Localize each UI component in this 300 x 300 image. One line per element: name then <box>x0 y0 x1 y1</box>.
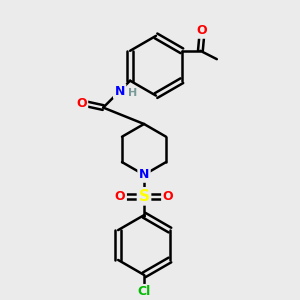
Text: O: O <box>163 190 173 203</box>
Text: Cl: Cl <box>137 285 151 298</box>
Text: S: S <box>139 189 149 204</box>
Text: H: H <box>128 88 137 98</box>
Text: O: O <box>196 24 207 37</box>
Text: N: N <box>139 168 149 181</box>
Text: O: O <box>115 190 125 203</box>
Text: O: O <box>76 98 87 110</box>
Text: N: N <box>115 85 125 98</box>
